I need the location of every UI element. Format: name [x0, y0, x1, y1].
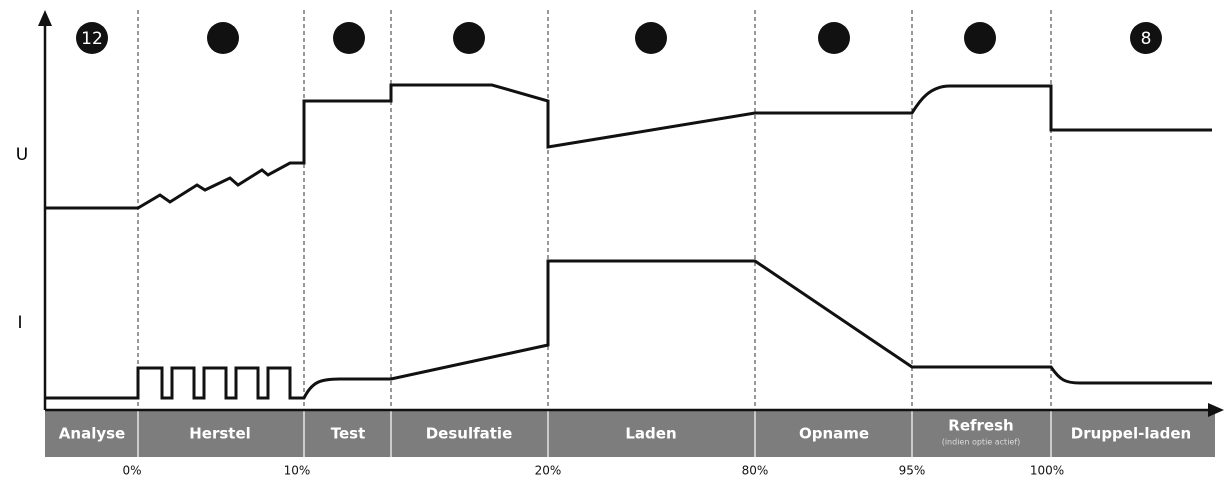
stage-label: Herstel — [189, 425, 251, 443]
current-label: I — [17, 313, 22, 333]
percentage-label: 20% — [535, 464, 562, 478]
percentage-label: 80% — [742, 464, 769, 478]
percentage-label: 0% — [122, 464, 141, 478]
stage-label: Test — [331, 425, 366, 443]
voltage-label: U — [16, 145, 28, 165]
step-badge — [964, 22, 996, 54]
step-badge-label: 8 — [1141, 29, 1152, 49]
stage-label: Opname — [799, 425, 869, 443]
step-badge — [635, 22, 667, 54]
stage-label: Desulfatie — [426, 425, 513, 443]
axes — [43, 22, 1212, 412]
percentage-label: 10% — [284, 464, 311, 478]
stage-dividers — [137, 10, 1052, 410]
stage-label: Analyse — [59, 425, 125, 443]
stage-label: Laden — [625, 425, 676, 443]
stage-bar-dividers — [137, 411, 1052, 457]
percentage-label: 100% — [1030, 464, 1064, 478]
percentage-label: 95% — [899, 464, 926, 478]
stage-label: Refresh — [948, 417, 1013, 435]
step-badge — [333, 22, 365, 54]
y-axis-arrow — [38, 10, 52, 26]
step-badge — [207, 22, 239, 54]
step-badge-label: 12 — [81, 29, 103, 49]
stage-bar — [45, 411, 1215, 457]
stage-note: (indien optie actief) — [942, 438, 1021, 447]
step-badge — [453, 22, 485, 54]
current-curve — [45, 259, 1212, 400]
step-badge — [1130, 22, 1162, 54]
voltage-curve — [45, 83, 1212, 210]
stage-label: Druppel-laden — [1071, 425, 1191, 443]
step-badge — [76, 22, 108, 54]
x-axis-arrow — [1208, 403, 1224, 417]
step-badge — [818, 22, 850, 54]
